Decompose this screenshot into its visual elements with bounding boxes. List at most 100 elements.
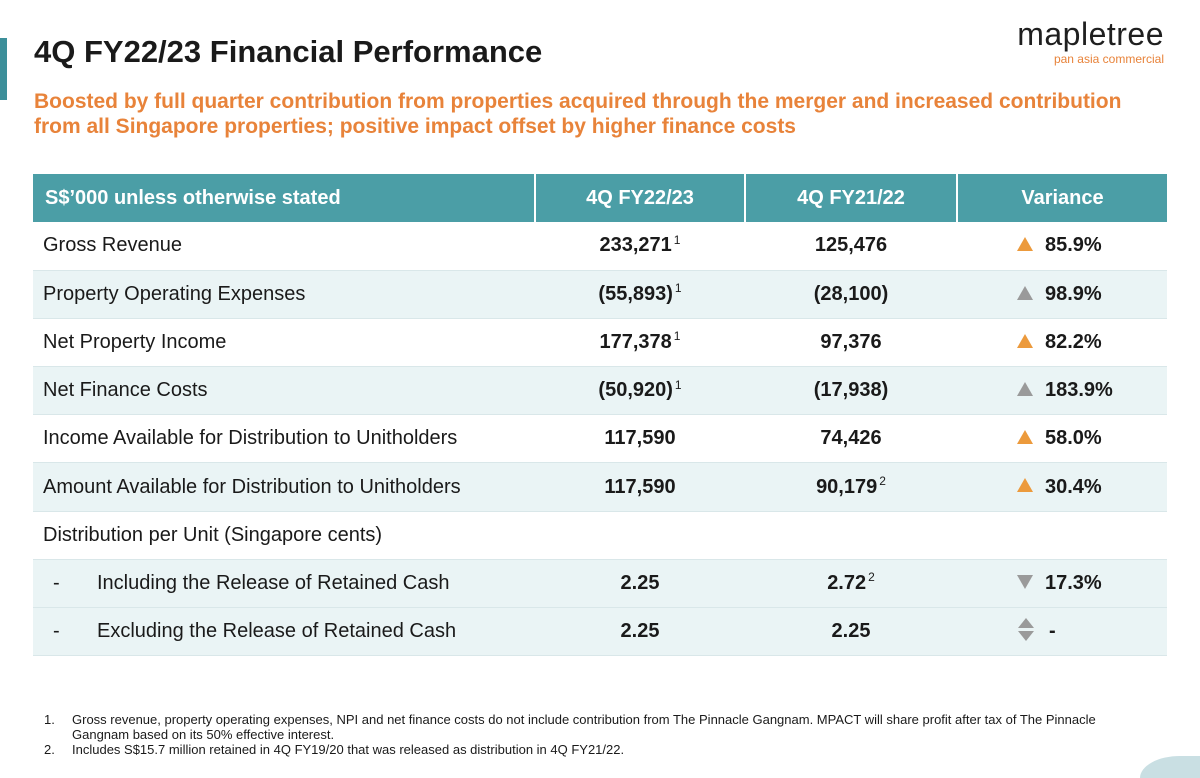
up-triangle-orange-icon xyxy=(1017,430,1033,445)
footnotes: 1. Gross revenue, property operating exp… xyxy=(44,712,1134,757)
current-value-cell: 177,378 1 xyxy=(535,318,745,368)
financial-performance-table: S$’000 unless otherwise stated 4Q FY22/2… xyxy=(33,174,1167,657)
page-title: 4Q FY22/23 Financial Performance xyxy=(34,34,543,69)
current-value: 117,590 xyxy=(604,475,676,498)
table-row: - Including the Release of Retained Cash … xyxy=(33,559,1167,609)
table-header-row: S$’000 unless otherwise stated 4Q FY22/2… xyxy=(33,174,1167,222)
prior-value-cell: 2.25 xyxy=(745,607,957,657)
table-row: Net Property Income 177,378 1 97,376 82.2… xyxy=(33,318,1167,368)
footnote-number: 2. xyxy=(44,742,55,757)
variance-cell: 85.9% xyxy=(957,222,1167,271)
table-row: Gross Revenue 233,271 1 125,476 85.9% xyxy=(33,222,1167,271)
row-label: Gross Revenue xyxy=(33,222,535,271)
current-value-cell: 117,590 xyxy=(535,414,745,464)
prior-value: 125,476 xyxy=(814,234,888,257)
up-down-arrows-icon xyxy=(1017,618,1035,642)
row-label: Net Finance Costs xyxy=(33,366,535,416)
down-triangle-grey-icon xyxy=(1017,574,1033,589)
prior-value: (17,938) xyxy=(813,379,889,402)
current-value-cell: (50,920) 1 xyxy=(535,366,745,416)
prior-value: 74,426 xyxy=(820,427,882,450)
table-row: Net Finance Costs (50,920) 1 (17,938) 183… xyxy=(33,366,1167,416)
row-label: Amount Available for Distribution to Uni… xyxy=(33,462,535,512)
variance-cell: 58.0% xyxy=(957,414,1167,464)
footnote-text: Includes S$15.7 million retained in 4Q F… xyxy=(72,742,625,757)
current-value: 117,590 xyxy=(604,427,676,450)
current-value-cell: 2.25 xyxy=(535,607,745,657)
footnote-item: 2. Includes S$15.7 million retained in 4… xyxy=(44,742,1134,757)
variance-cell: 17.3% xyxy=(957,559,1167,609)
variance-value: 183.9% xyxy=(1045,379,1113,402)
row-dash: - xyxy=(53,571,60,594)
dpu-heading: Distribution per Unit (Singapore cents) xyxy=(33,511,1167,560)
current-value-cell: 117,590 xyxy=(535,462,745,512)
prior-value-cell: (28,100) xyxy=(745,270,957,319)
variance-value: - xyxy=(1049,619,1056,642)
prior-value: (28,100) xyxy=(813,282,889,305)
prior-value-cell: 2.72 2 xyxy=(745,559,957,609)
page-subtitle: Boosted by full quarter contribution fro… xyxy=(34,90,1122,138)
table-row-dpu-heading: Distribution per Unit (Singapore cents) xyxy=(33,511,1167,560)
current-value: 177,378 xyxy=(599,330,672,353)
current-value-cell: (55,893) 1 xyxy=(535,270,745,319)
up-triangle-orange-icon xyxy=(1017,237,1033,252)
current-value: (50,920) xyxy=(598,379,673,402)
logo-tagline: pan asia commercial xyxy=(1053,52,1164,66)
variance-cell: 82.2% xyxy=(957,318,1167,368)
current-value-cell: 233,271 1 xyxy=(535,222,745,271)
prior-value-cell: 90,179 2 xyxy=(745,462,957,512)
current-value: (55,893) xyxy=(598,282,673,305)
table-row: Property Operating Expenses (55,893) 1 (2… xyxy=(33,270,1167,319)
up-triangle-grey-icon xyxy=(1017,285,1033,300)
table-row: Amount Available for Distribution to Uni… xyxy=(33,462,1167,512)
variance-value: 58.0% xyxy=(1045,427,1102,450)
row-label-cell: - Excluding the Release of Retained Cash xyxy=(33,607,535,657)
variance-value: 82.2% xyxy=(1045,330,1102,353)
table-row: Income Available for Distribution to Uni… xyxy=(33,414,1167,464)
variance-value: 98.9% xyxy=(1045,282,1102,305)
title-accent-bar xyxy=(0,38,7,100)
prior-value: 97,376 xyxy=(820,330,882,353)
variance-cell: - xyxy=(957,607,1167,657)
up-triangle-orange-icon xyxy=(1017,478,1033,493)
footnote-ref: 2 xyxy=(879,473,886,488)
current-value: 233,271 xyxy=(599,234,672,257)
footnote-ref: 1 xyxy=(674,377,682,392)
prior-value: 90,179 xyxy=(816,475,878,498)
column-header-prior: 4Q FY21/22 xyxy=(745,174,958,222)
up-triangle-orange-icon xyxy=(1017,333,1033,348)
row-label: Property Operating Expenses xyxy=(33,270,535,319)
variance-value: 85.9% xyxy=(1045,234,1102,257)
prior-value-cell: 125,476 xyxy=(745,222,957,271)
variance-value: 30.4% xyxy=(1045,475,1102,498)
row-label-cell: - Including the Release of Retained Cash xyxy=(33,559,535,609)
corner-decoration xyxy=(1140,756,1200,778)
prior-value-cell: 74,426 xyxy=(745,414,957,464)
column-header-variance: Variance xyxy=(957,174,1167,222)
up-triangle-grey-icon xyxy=(1017,381,1033,396)
current-value-cell: 2.25 xyxy=(535,559,745,609)
row-label: Excluding the Release of Retained Cash xyxy=(97,620,457,643)
prior-value: 2.25 xyxy=(831,620,871,643)
row-dash: - xyxy=(53,620,60,643)
table-row: - Excluding the Release of Retained Cash … xyxy=(33,607,1167,657)
logo-wordmark: mapletree xyxy=(1017,16,1164,52)
current-value: 2.25 xyxy=(620,620,660,643)
footnote-ref: 2 xyxy=(868,570,875,585)
footnote-ref: 1 xyxy=(673,232,681,247)
footnote-ref: 1 xyxy=(673,329,681,344)
footnote-text: Gross revenue, property operating expens… xyxy=(72,712,1096,742)
row-label: Including the Release of Retained Cash xyxy=(97,571,450,594)
row-label: Income Available for Distribution to Uni… xyxy=(33,414,535,464)
variance-cell: 98.9% xyxy=(957,270,1167,319)
variance-cell: 183.9% xyxy=(957,366,1167,416)
footnote-number: 1. xyxy=(44,712,55,727)
column-header-current: 4Q FY22/23 xyxy=(535,174,746,222)
prior-value: 2.72 xyxy=(827,571,867,594)
row-label: Net Property Income xyxy=(33,318,535,368)
mapletree-logo: mapletree pan asia commercial xyxy=(990,16,1164,66)
variance-cell: 30.4% xyxy=(957,462,1167,512)
prior-value-cell: (17,938) xyxy=(745,366,957,416)
footnote-item: 1. Gross revenue, property operating exp… xyxy=(44,712,1134,742)
column-header-description: S$’000 unless otherwise stated xyxy=(33,174,536,222)
